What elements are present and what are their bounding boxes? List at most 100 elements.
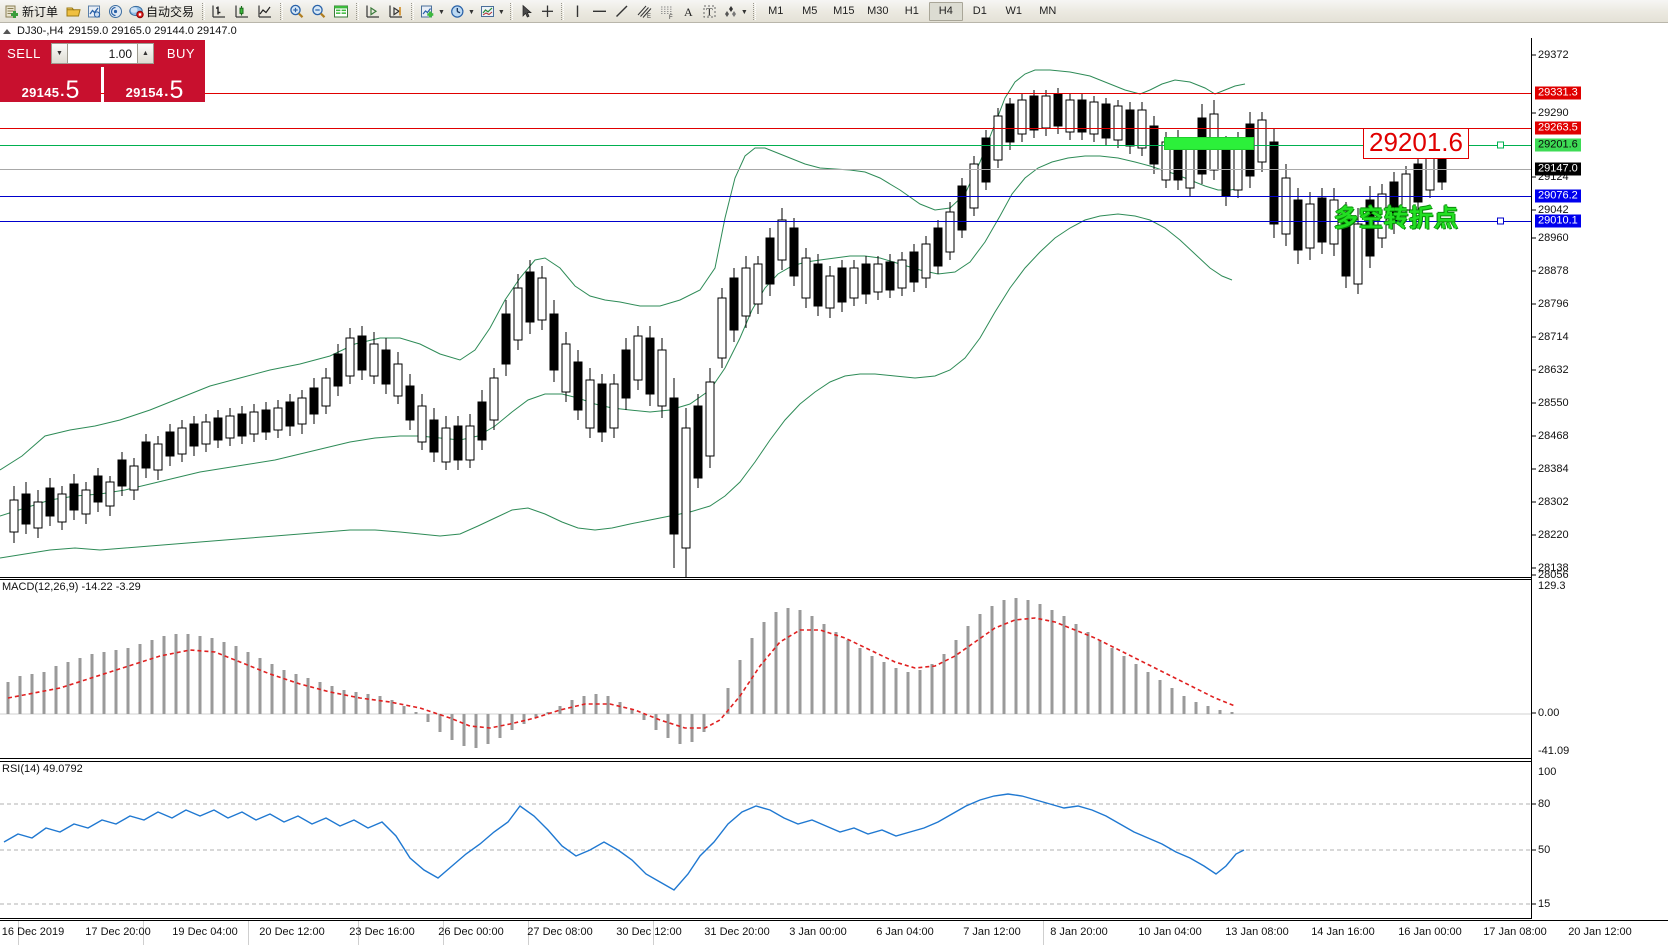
- timeframe-m15[interactable]: M15: [833, 5, 855, 17]
- symbol-label: DJ30-,H4: [17, 25, 64, 37]
- timeframe-w1[interactable]: W1: [1005, 5, 1023, 17]
- time-tick: 7 Jan 12:00: [963, 926, 1021, 938]
- bollinger-bands: [0, 69, 1246, 559]
- chart-shift-button[interactable]: [362, 1, 385, 22]
- macd-pane[interactable]: MACD(12,26,9) -14.22 -3.29: [0, 579, 1531, 759]
- price-tag-support-1[interactable]: 29076.2: [1535, 189, 1581, 203]
- templates-icon: [480, 5, 494, 17]
- timeframe-h4[interactable]: H4: [928, 1, 963, 21]
- time-separator: [143, 921, 144, 945]
- axis-tick: 28550: [1532, 397, 1569, 409]
- oct-header-row: SELL ▼ 1.00 ▲ BUY: [0, 40, 205, 67]
- text-object-button[interactable]: T: [699, 1, 720, 22]
- sell-price-display[interactable]: 29145 . 5: [0, 67, 101, 102]
- timeframe-d1[interactable]: D1: [972, 5, 987, 17]
- ohlc-values: 29159.0 29165.0 29144.0 29147.0: [68, 25, 237, 37]
- tile-windows-button[interactable]: [330, 1, 353, 22]
- timeframe-m1[interactable]: M1: [768, 5, 784, 17]
- volume-up-button[interactable]: ▲: [137, 43, 154, 64]
- timeframe-m30[interactable]: M30: [867, 5, 889, 17]
- macd-axis-tick-min: -41.09: [1538, 745, 1570, 757]
- chevron-down-icon[interactable]: ▼: [740, 8, 748, 16]
- volume-control[interactable]: ▼ 1.00 ▲: [48, 40, 157, 67]
- timeframe-h1[interactable]: H1: [904, 5, 919, 17]
- price-axis[interactable]: 29372 29290 29124 29042 28960 28878 2879…: [1531, 38, 1668, 937]
- add-indicator-button[interactable]: ▼: [417, 1, 447, 22]
- resistance-line-29263[interactable]: [0, 128, 1531, 129]
- timeframe-mn[interactable]: MN: [1039, 5, 1057, 17]
- volume-down-button[interactable]: ▼: [51, 43, 68, 64]
- macd-canvas: [0, 598, 1531, 748]
- chevron-down-icon[interactable]: ▼: [497, 8, 505, 16]
- target-line-handle[interactable]: [1497, 141, 1504, 149]
- trend-line-button[interactable]: [611, 1, 633, 22]
- price-callout-label[interactable]: 29201.6: [1363, 128, 1469, 160]
- vertical-line-button[interactable]: [567, 1, 588, 22]
- expand-triangle-icon[interactable]: [3, 28, 11, 34]
- market-watch-button[interactable]: [105, 1, 126, 22]
- price-pane[interactable]: 29201.6 多空转折点: [0, 38, 1531, 578]
- tile-windows-icon: [334, 5, 349, 17]
- one-click-trading-panel[interactable]: SELL ▼ 1.00 ▲ BUY 29145 . 5 29154 . 5: [0, 40, 205, 102]
- period-button[interactable]: ▼: [447, 1, 477, 22]
- timeframe-m5[interactable]: M5: [802, 5, 818, 17]
- resistance-line-29331[interactable]: [0, 93, 1531, 94]
- time-tick: 20 Dec 12:00: [259, 926, 325, 938]
- time-tick: 16 Jan 00:00: [1398, 926, 1462, 938]
- candlestick-chart-button[interactable]: [231, 1, 254, 22]
- autotrading-button[interactable]: 自动交易: [126, 1, 199, 22]
- support-line-29010[interactable]: [0, 221, 1531, 222]
- buy-button[interactable]: BUY: [157, 40, 205, 67]
- rsi-axis-tick-15: 15: [1532, 898, 1550, 910]
- green-highlight-rectangle[interactable]: [1164, 137, 1254, 150]
- new-order-button[interactable]: 新订单: [2, 1, 63, 22]
- fibonacci-button[interactable]: F: [656, 1, 679, 22]
- chevron-down-icon[interactable]: ▼: [467, 8, 475, 16]
- price-tag-target[interactable]: 29201.6: [1535, 138, 1581, 152]
- zoom-in-icon: [290, 4, 304, 18]
- svg-text:A: A: [684, 5, 693, 19]
- time-separator: [248, 921, 249, 945]
- price-tag-resistance-2[interactable]: 29263.5: [1535, 121, 1581, 135]
- turning-point-annotation[interactable]: 多空转折点: [1334, 204, 1459, 232]
- chart-container[interactable]: 29201.6 多空转折点 MACD(12,26,9) -14.22 -3.29: [0, 38, 1668, 945]
- rsi-axis-tick-80: 80: [1532, 798, 1550, 810]
- horizontal-line-button[interactable]: [588, 1, 611, 22]
- time-axis[interactable]: 16 Dec 2019 17 Dec 20:00 19 Dec 04:00 20…: [0, 920, 1668, 945]
- line-chart-button[interactable]: [254, 1, 277, 22]
- chevron-down-icon[interactable]: ▼: [438, 8, 445, 16]
- axis-tick: 29290: [1532, 107, 1569, 119]
- support-line-29076[interactable]: [0, 196, 1531, 197]
- price-tag-support-2[interactable]: 29010.1: [1535, 214, 1581, 228]
- target-line-29201[interactable]: [0, 145, 1531, 146]
- rsi-pane[interactable]: RSI(14) 49.0792: [0, 761, 1531, 919]
- text-label-icon: A: [684, 5, 693, 19]
- volume-input[interactable]: 1.00: [68, 43, 137, 64]
- time-separator: [1043, 921, 1044, 945]
- trend-line-icon: [615, 5, 628, 17]
- fibonacci-icon: F: [660, 6, 673, 20]
- profiles-button[interactable]: [84, 1, 105, 22]
- rsi-canvas: [0, 793, 1531, 905]
- autotrading-icon: [129, 5, 144, 18]
- zoom-out-button[interactable]: [308, 1, 330, 22]
- axis-tick: 28468: [1532, 430, 1569, 442]
- buy-price-display[interactable]: 29154 . 5: [104, 67, 205, 102]
- templates-button[interactable]: ▼: [477, 1, 507, 22]
- support-line-handle[interactable]: [1497, 217, 1504, 225]
- price-tag-resistance-1[interactable]: 29331.3: [1535, 86, 1581, 100]
- add-indicator-icon: [421, 5, 434, 17]
- text-label-button[interactable]: A: [679, 1, 699, 22]
- folder-button[interactable]: [63, 1, 84, 22]
- candlestick-chart-icon: [235, 5, 249, 18]
- shapes-button[interactable]: ▼: [720, 1, 750, 22]
- cursor-button[interactable]: [516, 1, 537, 22]
- bar-chart-button[interactable]: [208, 1, 231, 22]
- sell-button[interactable]: SELL: [0, 40, 48, 67]
- auto-scroll-button[interactable]: [385, 1, 408, 22]
- price-chart-canvas: [0, 69, 1447, 578]
- crosshair-button[interactable]: [537, 1, 558, 22]
- equidistant-channel-button[interactable]: E: [633, 1, 656, 22]
- zoom-in-button[interactable]: [286, 1, 308, 22]
- chart-shift-icon: [366, 5, 380, 18]
